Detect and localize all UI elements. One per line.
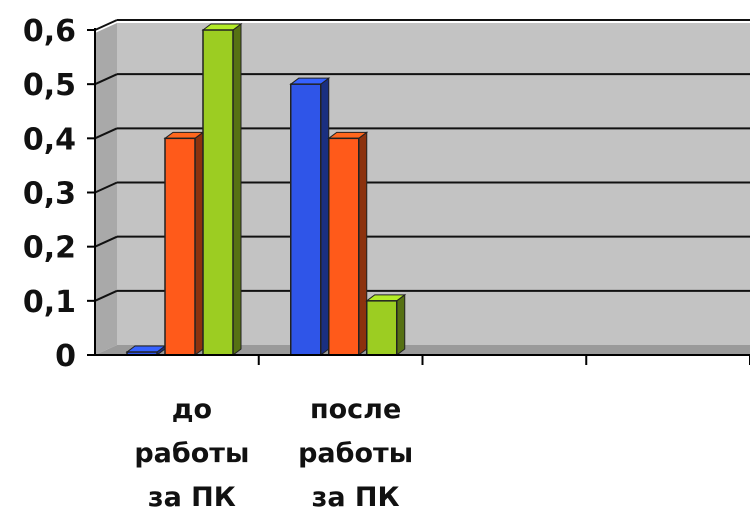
x-category-label: работы (134, 438, 249, 469)
bar-front (164, 137, 196, 356)
bar (365, 293, 407, 356)
x-category-label: после (310, 394, 401, 425)
gridline-depth (94, 235, 118, 248)
bar-front (328, 137, 360, 356)
bar-side (232, 23, 242, 356)
y-tick-label: 0,4 (23, 122, 76, 157)
bar (327, 131, 369, 356)
bar-side (320, 77, 330, 356)
bar (289, 77, 331, 356)
y-tick-label: 0,5 (23, 68, 76, 103)
bar-side (194, 131, 204, 356)
y-tick-label: 0,3 (23, 177, 76, 212)
gridline-depth (94, 289, 118, 302)
bar-front (366, 300, 398, 356)
bar (201, 23, 243, 356)
chart-floor (95, 345, 750, 355)
bar (125, 345, 167, 356)
gridline-depth (94, 19, 118, 31)
gridline-depth (94, 127, 118, 140)
gridline-depth (94, 73, 118, 86)
axis-ticks (87, 29, 750, 365)
x-category-label: работы (298, 438, 413, 469)
bar-side (396, 293, 406, 356)
gridline-depth (94, 181, 118, 194)
axis-labels: 0 0,1 0,2 0,3 0,4 0,5 0,6 до работы за ПК после раб… (23, 14, 413, 513)
y-tick-label: 0,2 (23, 231, 76, 266)
x-category-label: за ПК (148, 482, 236, 513)
y-tick-label: 0,6 (23, 14, 76, 49)
x-category-label: за ПК (312, 482, 400, 513)
bar-front (202, 29, 234, 356)
bar-front (290, 83, 322, 356)
y-tick-label: 0,1 (23, 285, 76, 320)
x-category-label: до (172, 394, 212, 425)
chart-back-wall (95, 23, 117, 355)
bar-side (358, 131, 368, 356)
y-tick-label: 0 (55, 339, 76, 374)
bar (163, 131, 205, 356)
